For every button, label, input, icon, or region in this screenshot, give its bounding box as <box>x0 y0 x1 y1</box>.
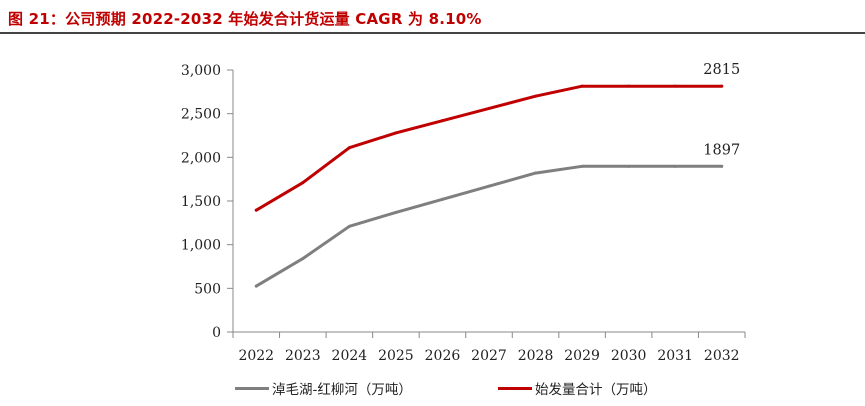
data-point-series-1 <box>254 284 258 288</box>
data-point-series-2 <box>301 181 305 185</box>
x-tick-label: 2024 <box>332 348 368 364</box>
series-line-2 <box>254 84 724 212</box>
y-tick-label: 1,500 <box>181 194 221 210</box>
data-point-series-1 <box>347 224 351 228</box>
y-tick-label: 3,000 <box>181 63 221 79</box>
x-tick-label: 2025 <box>378 348 414 364</box>
data-point-series-2 <box>254 208 258 212</box>
data-point-series-1 <box>440 197 444 201</box>
legend-item-series-1: 淖毛湖-红柳河（万吨） <box>235 378 412 398</box>
data-point-series-2 <box>627 84 631 88</box>
x-tick-label: 2027 <box>471 348 507 364</box>
title-divider <box>0 32 865 34</box>
y-tick-label: 2,500 <box>181 107 221 123</box>
data-point-series-2 <box>720 84 724 88</box>
legend-swatch-series-1 <box>235 386 269 390</box>
data-label-series-2: 2815 <box>703 62 740 78</box>
data-point-series-1 <box>720 164 724 168</box>
x-tick-label: 2022 <box>238 348 274 364</box>
y-tick-label: 1,000 <box>181 238 221 254</box>
line-chart: 0 500 1,000 1,500 2,000 2,500 3,000 2022 2023 202… <box>181 62 746 364</box>
x-tick-label: 2031 <box>657 348 693 364</box>
legend-item-series-2: 始发量合计（万吨） <box>498 378 657 398</box>
series-line-1 <box>254 164 724 288</box>
legend-label-series-2: 始发量合计（万吨） <box>535 382 657 398</box>
data-point-series-1 <box>487 184 491 188</box>
data-point-series-1 <box>580 164 584 168</box>
y-tick-label: 2,000 <box>181 150 221 166</box>
data-point-series-2 <box>534 94 538 98</box>
data-point-series-1 <box>534 171 538 175</box>
legend: 淖毛湖-红柳河（万吨） 始发量合计（万吨） <box>0 378 865 402</box>
x-tick-label: 2023 <box>285 348 321 364</box>
x-tick-label: 2028 <box>518 348 554 364</box>
data-point-series-1 <box>673 164 677 168</box>
x-tick-label: 2030 <box>611 348 647 364</box>
data-point-series-2 <box>440 119 444 123</box>
data-point-series-2 <box>347 146 351 150</box>
x-tick-label: 2029 <box>564 348 600 364</box>
data-point-series-2 <box>487 106 491 110</box>
data-point-series-1 <box>394 210 398 214</box>
data-point-series-1 <box>627 164 631 168</box>
legend-swatch-series-2 <box>498 386 532 390</box>
data-point-series-2 <box>673 84 677 88</box>
data-point-series-2 <box>394 131 398 135</box>
y-tick-label: 500 <box>194 281 221 297</box>
x-tick-label: 2026 <box>425 348 461 364</box>
x-tick-label: 2032 <box>704 348 740 364</box>
data-point-series-1 <box>301 257 305 261</box>
legend-label-series-1: 淖毛湖-红柳河（万吨） <box>272 382 412 398</box>
figure-title: 图 21：公司预期 2022-2032 年始发合计货运量 CAGR 为 8.10… <box>8 10 482 28</box>
y-tick-label: 0 <box>212 325 221 341</box>
data-label-series-1: 1897 <box>703 142 740 158</box>
data-point-series-2 <box>580 84 584 88</box>
